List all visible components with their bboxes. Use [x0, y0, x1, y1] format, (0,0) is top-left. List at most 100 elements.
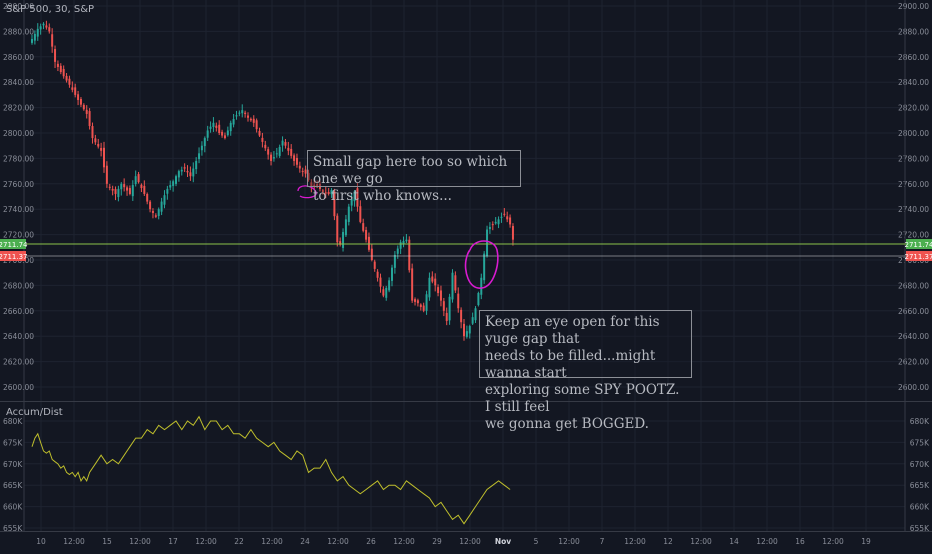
candle: [463, 318, 465, 341]
candle-body: [457, 293, 460, 309]
candle-body: [336, 215, 339, 243]
candle-body: [77, 94, 80, 100]
candle: [33, 30, 36, 45]
candle-body: [416, 300, 419, 304]
candle: [422, 302, 425, 313]
candle: [163, 190, 166, 209]
candle-body: [359, 206, 362, 222]
candle: [100, 142, 103, 157]
candle-body: [82, 104, 85, 110]
candle-body: [48, 27, 51, 32]
candle-body: [94, 138, 97, 143]
candle: [362, 218, 365, 233]
candle-body: [293, 155, 296, 161]
candle: [56, 60, 59, 72]
candle: [189, 166, 192, 181]
candle-body: [229, 122, 232, 132]
candle: [151, 208, 154, 219]
candle-body: [301, 170, 304, 172]
candle-body: [223, 135, 226, 139]
candle-body: [108, 186, 111, 188]
candle-body: [425, 294, 428, 311]
y-tick-label-left: 2740.00: [3, 205, 34, 214]
candle: [399, 239, 402, 255]
candle: [137, 171, 140, 184]
candle-body: [388, 280, 391, 291]
candle-body: [151, 210, 154, 214]
candle-body: [206, 130, 209, 138]
candle: [471, 312, 474, 326]
candle-body: [488, 226, 491, 230]
candle: [284, 138, 287, 149]
y-tick-label-right: 2620.00: [898, 358, 929, 367]
candle: [229, 120, 232, 136]
ind-y-tick-label-right: 670K: [910, 460, 930, 469]
candle-body: [509, 217, 512, 225]
small-gap-circle: [297, 185, 317, 199]
price-label-right: 2711.74: [905, 241, 932, 249]
y-tick-label-left: 2680.00: [3, 281, 34, 290]
candle-body: [103, 147, 105, 168]
candle: [494, 217, 497, 225]
candle-body: [261, 137, 264, 142]
candle-body: [451, 272, 454, 300]
candle: [247, 112, 249, 122]
candle-body: [175, 176, 177, 184]
candle-body: [304, 169, 307, 174]
candle-body: [51, 34, 54, 47]
candle: [88, 108, 91, 130]
candle: [365, 226, 368, 243]
y-tick-label-left: 2820.00: [3, 104, 34, 113]
annotation-yuge-gap[interactable]: Keep an eye open for this yuge gap that …: [479, 310, 692, 432]
candle-body: [137, 174, 140, 183]
candle-body: [59, 65, 62, 73]
x-tick-label: 19: [861, 537, 871, 546]
y-tick-label-left: 2860.00: [3, 53, 34, 62]
candle: [465, 325, 468, 339]
candle: [344, 214, 347, 237]
candle-body: [203, 138, 206, 147]
candle-body: [209, 126, 212, 129]
y-tick-label-right: 2900.00: [898, 2, 929, 11]
candle: [382, 286, 385, 298]
candle-body: [376, 271, 379, 278]
yuge-gap-circle: [464, 240, 499, 289]
candle: [183, 163, 186, 172]
candle: [120, 182, 123, 196]
candle-body: [62, 68, 65, 77]
candle: [198, 147, 201, 164]
candle: [437, 284, 440, 297]
candle: [200, 141, 203, 156]
candle: [232, 114, 235, 128]
candle-body: [491, 224, 494, 226]
candle-body: [290, 148, 293, 156]
candle-body: [85, 109, 88, 114]
price-label-right: 2711.37: [905, 253, 932, 261]
candle: [419, 303, 422, 311]
candle-body: [442, 301, 445, 311]
x-tick-label: 29: [432, 537, 442, 546]
candle-body: [123, 184, 126, 188]
x-tick-label: 12:00: [327, 537, 349, 546]
ind-y-tick-label-left: 665K: [3, 481, 23, 490]
candle: [77, 90, 80, 106]
candle: [405, 234, 408, 244]
candle: [215, 122, 218, 132]
candle: [226, 126, 229, 137]
y-tick-label-right: 2800.00: [898, 129, 929, 138]
candle-body: [146, 193, 149, 202]
candle: [235, 110, 238, 120]
candle-body: [385, 287, 388, 298]
y-tick-label-right: 2740.00: [898, 205, 929, 214]
ind-y-tick-label-left: 670K: [3, 460, 23, 469]
candle-body: [131, 185, 134, 197]
annotation-small-gap[interactable]: Small gap here too so which one we go to…: [307, 150, 521, 204]
candle: [506, 211, 509, 223]
candle-body: [221, 131, 224, 136]
candle: [206, 125, 209, 141]
y-tick-label-left: 2600.00: [3, 383, 34, 392]
price-label-bg-right: [906, 251, 932, 261]
candle-body: [483, 253, 486, 281]
